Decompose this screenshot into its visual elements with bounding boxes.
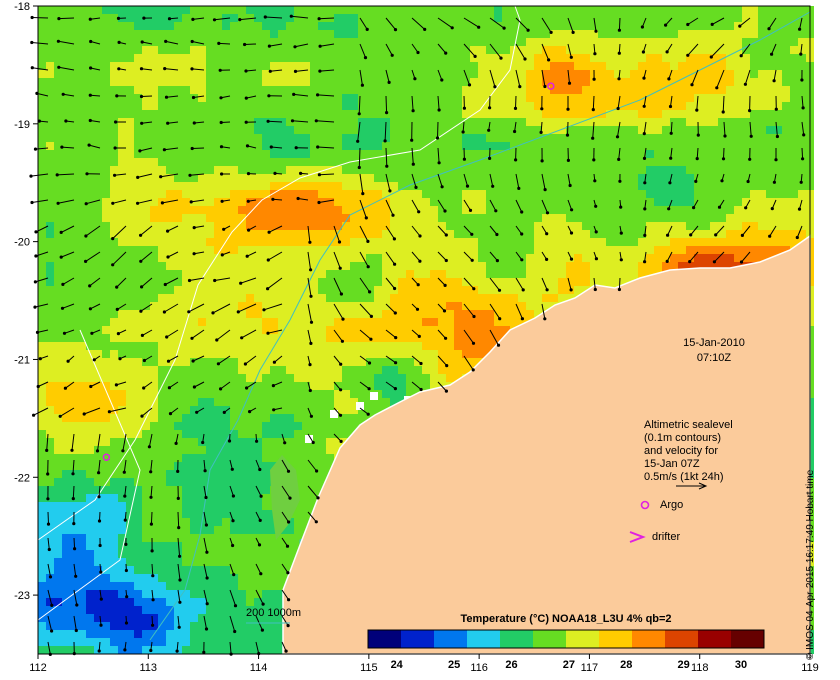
argo-legend-icon [640, 500, 650, 510]
land-mass [270, 234, 811, 655]
y-tick-label: -20 [14, 237, 30, 249]
argo-floats [102, 82, 555, 461]
x-tick-label: 114 [250, 662, 268, 674]
timestamp-date: 15-Jan-2010 [683, 337, 745, 349]
colorbar-tick-label: 30 [735, 659, 747, 671]
colorbar-tick-label: 25 [448, 659, 460, 671]
legend-drifter-label: drifter [652, 531, 680, 543]
colorbar-tick-label: 24 [391, 659, 404, 671]
y-tick-label: -19 [14, 119, 30, 131]
colorbar [367, 629, 765, 649]
legend-line-2: (0.1m contours) [644, 432, 721, 444]
copyright-text: © IMOS 04-Apr-2015 16:17:49 Hobart time [805, 469, 816, 660]
y-tick-label: -23 [14, 590, 30, 602]
x-tick-label: 118 [691, 662, 709, 674]
scale-arrow [676, 482, 708, 490]
y-tick-label: -21 [14, 354, 30, 366]
timestamp-time: 07:10Z [697, 352, 732, 364]
argo-float-marker [547, 82, 555, 90]
depth-legend-label: 200 1000m [246, 607, 301, 619]
drifter-legend-icon [629, 531, 646, 543]
colorbar-tick-label: 29 [678, 659, 690, 671]
map-frame [37, 5, 811, 655]
x-tick-label: 116 [470, 662, 488, 674]
colorbar-tick-label: 27 [563, 659, 575, 671]
colorbar-tick-label: 28 [620, 659, 632, 671]
colorbar-ticks: 24 25 26 27 28 29 30 [391, 659, 748, 671]
legend-scale-text: 0.5m/s (1kt 24h) [644, 471, 723, 483]
legend-argo-label: Argo [660, 499, 683, 511]
y-tick-label: -18 [14, 1, 30, 13]
legend-line-3: and velocity for [644, 445, 718, 457]
axis-ticks: 112 113 114 115 116 117 118 119 -18 -19 -20 -21 -22 -… [14, 1, 819, 674]
legend-line-1: Altimetric sealevel [644, 419, 733, 431]
velocity-arrows [29, 14, 806, 657]
x-tick-label: 115 [360, 662, 378, 674]
x-tick-label: 112 [29, 662, 47, 674]
legend-line-4: 15-Jan 07Z [644, 458, 700, 470]
colorbar-title: Temperature (°C) NOAA18_L3U 4% qb=2 [460, 613, 671, 625]
x-tick-label: 117 [581, 662, 599, 674]
colorbar-tick-label: 26 [505, 659, 517, 671]
y-tick-label: -22 [14, 472, 30, 484]
x-tick-label: 119 [801, 662, 819, 674]
argo-float-marker [102, 453, 111, 461]
x-tick-label: 113 [140, 662, 158, 674]
